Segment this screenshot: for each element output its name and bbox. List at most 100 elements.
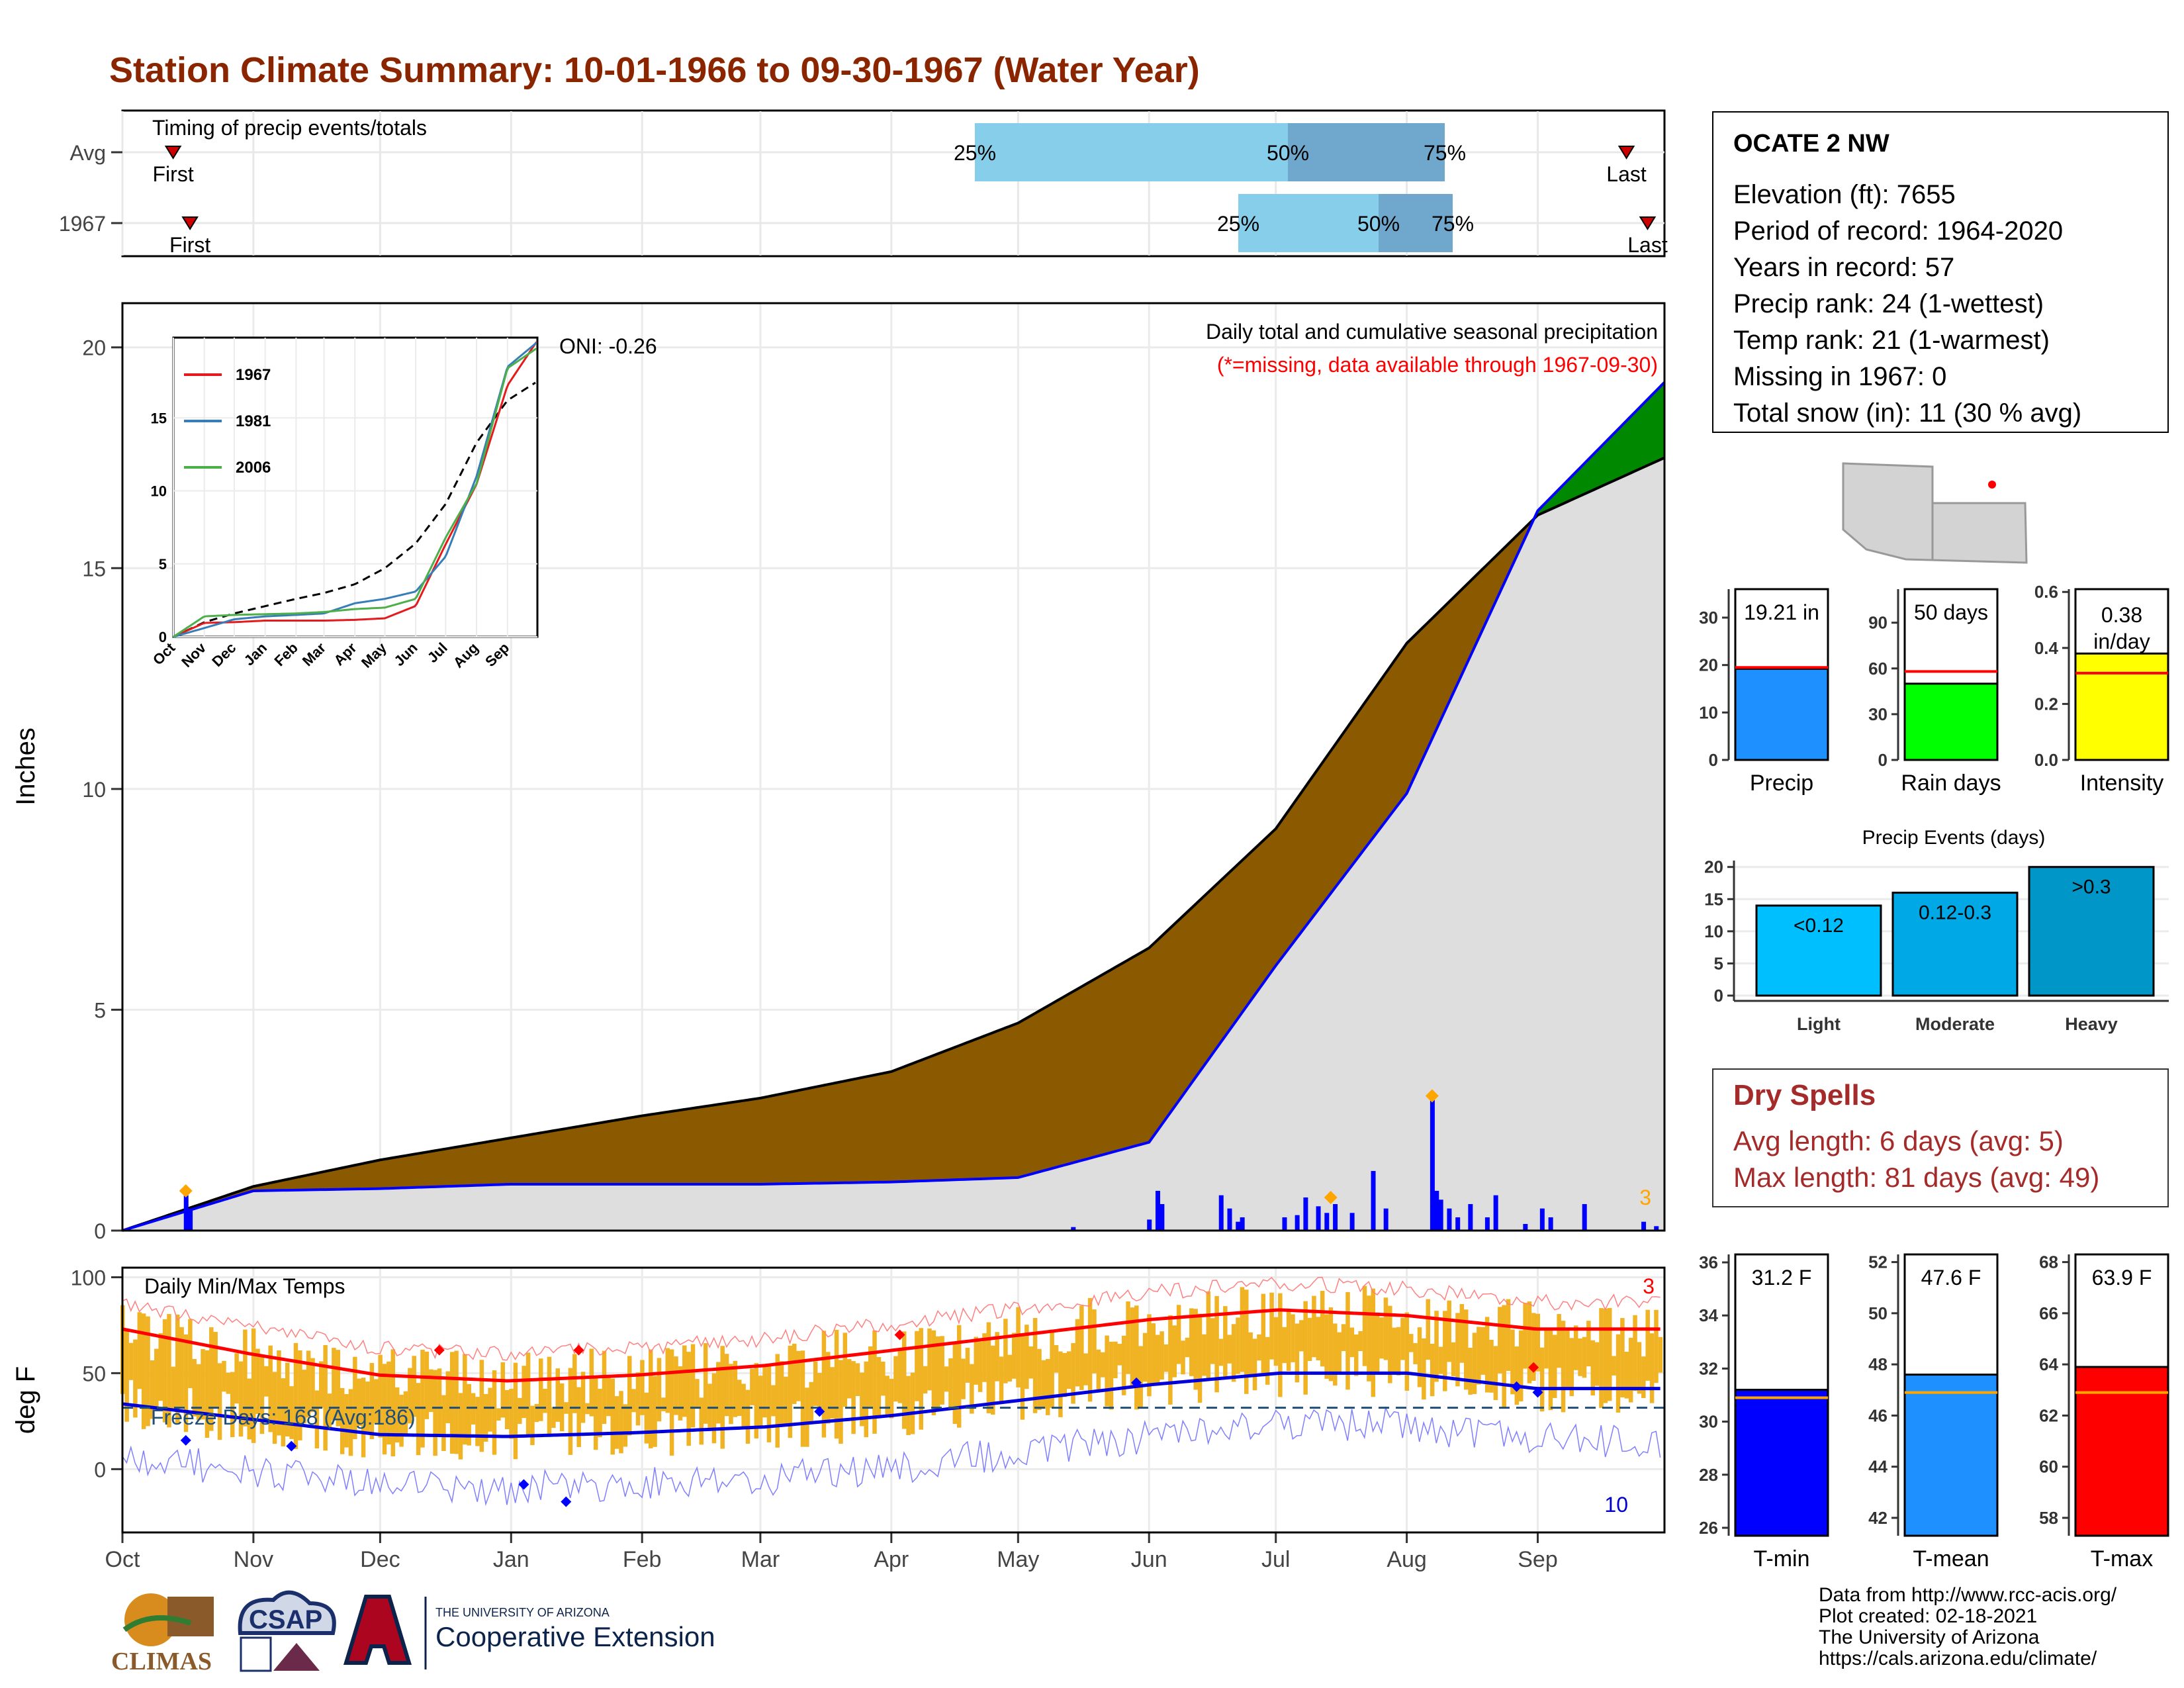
record-max-marker	[573, 1344, 584, 1356]
daily-temp-bar	[1295, 1323, 1300, 1383]
daily-temp-bar	[272, 1372, 277, 1444]
page-title: Station Climate Summary: 10-01-1966 to 0…	[109, 50, 1200, 90]
deficit-area	[726, 1102, 731, 1185]
station-location-dot	[1988, 481, 1996, 489]
daily-temp-bar	[796, 1350, 801, 1401]
daily-temp-bar	[289, 1386, 294, 1439]
daily-temp-bar	[961, 1358, 966, 1399]
daily-temp-bar	[1202, 1334, 1206, 1376]
daily-precip-bar	[1468, 1203, 1473, 1231]
deficit-area	[1115, 964, 1120, 1152]
deficit-area	[1242, 855, 1247, 1014]
daily-temp-bar	[217, 1363, 222, 1440]
daily-temp-bar	[690, 1344, 696, 1428]
daily-temp-bar	[420, 1349, 425, 1448]
daily-temp-bar	[314, 1390, 320, 1449]
daily-temp-bar	[1075, 1319, 1080, 1387]
deficit-area	[1414, 630, 1420, 776]
daily-temp-bar	[504, 1389, 510, 1430]
precip-ytick-label: 0	[94, 1219, 106, 1243]
timing-bar-q50-q75	[1288, 123, 1445, 181]
dry-spells-row: Avg length: 6 days (avg: 5)	[1733, 1125, 2064, 1156]
daily-temp-bar	[1345, 1291, 1350, 1390]
daily-temp-bar	[1333, 1323, 1338, 1386]
deficit-area	[1275, 821, 1281, 967]
summary-value-label: 47.6 F	[1921, 1266, 1981, 1289]
summary-bar	[1734, 1388, 1829, 1537]
daily-precip-bar	[1539, 1208, 1545, 1231]
deficit-area	[1233, 863, 1238, 1026]
daily-temp-bar	[657, 1358, 662, 1422]
daily-temp-bar	[1109, 1341, 1114, 1410]
precip-ytick-label: 5	[94, 998, 106, 1022]
deficit-area	[730, 1102, 736, 1185]
daily-temp-bar	[454, 1350, 459, 1454]
timing-panel: Timing of precip events/totals Avg 25% 50% 7…	[59, 109, 1668, 258]
deficit-area	[316, 1172, 322, 1190]
daily-temp-bar	[268, 1345, 273, 1432]
deficit-area	[654, 1113, 660, 1185]
daily-temp-bar	[1328, 1307, 1334, 1382]
surplus-area	[1643, 399, 1648, 468]
max-precip-marker	[1324, 1190, 1338, 1204]
daily-temp-bar	[213, 1332, 218, 1409]
daily-temp-bar	[1087, 1297, 1093, 1402]
daily-temp-bar	[915, 1331, 919, 1401]
deficit-area	[776, 1093, 782, 1185]
daily-temp-bar	[669, 1349, 674, 1456]
deficit-area	[1030, 1012, 1036, 1175]
summary-ytick-label: 20	[1699, 655, 1718, 675]
daily-temp-bar	[344, 1393, 349, 1448]
inset-series-line	[173, 348, 537, 638]
daily-temp-bar	[471, 1393, 476, 1425]
summary-ytick-label: 0.0	[2034, 750, 2058, 770]
daily-temp-bar	[1430, 1343, 1435, 1397]
deficit-area	[1254, 843, 1259, 996]
location-map	[1842, 462, 2036, 565]
daily-temp-bar	[201, 1348, 205, 1420]
deficit-area	[1435, 609, 1441, 730]
deficit-area	[772, 1094, 778, 1185]
summary-bar-label: Rain days	[1901, 771, 2001, 796]
daily-temp-bar	[1375, 1314, 1380, 1372]
daily-temp-bar	[1367, 1295, 1371, 1382]
record-max-marker	[1528, 1362, 1539, 1373]
summary-value-label: 0.38	[2101, 603, 2142, 627]
daily-temp-bar	[564, 1402, 569, 1414]
daily-temp-bar	[1273, 1317, 1279, 1366]
summary-bar	[1903, 1374, 1999, 1537]
deficit-area	[1389, 660, 1394, 817]
daily-temp-bar	[965, 1348, 970, 1383]
month-label: Apr	[874, 1547, 909, 1572]
daily-precip-bar	[1654, 1226, 1659, 1231]
deficit-area	[1038, 1008, 1044, 1172]
daily-precip-bar	[1236, 1221, 1241, 1231]
daily-temp-bar	[1261, 1293, 1266, 1377]
daily-temp-bar	[1472, 1333, 1477, 1394]
deficit-area	[1453, 592, 1458, 694]
daily-temp-bar	[1493, 1346, 1498, 1401]
first-event-label: First	[169, 233, 210, 257]
station-row: Elevation (ft): 7655	[1733, 180, 1956, 209]
daily-temp-bar	[1633, 1315, 1637, 1391]
deficit-area	[713, 1103, 719, 1185]
deficit-area	[443, 1148, 449, 1187]
deficit-area	[582, 1124, 588, 1185]
deficit-area	[515, 1136, 520, 1185]
daily-temp-bar	[1096, 1349, 1101, 1391]
deficit-area	[371, 1160, 377, 1190]
daily-temp-bar	[593, 1376, 598, 1450]
summary-ytick-label: 30	[1699, 1412, 1718, 1432]
deficit-area	[354, 1164, 359, 1190]
deficit-area	[345, 1165, 351, 1190]
daily-temp-bar	[154, 1348, 159, 1407]
first-event-marker	[164, 146, 182, 160]
summary-ytick-label: 30	[1868, 704, 1888, 724]
daily-temp-bar	[306, 1350, 311, 1418]
deficit-area	[418, 1152, 423, 1188]
summary-ytick-label: 90	[1868, 613, 1888, 633]
daily-temp-bar	[416, 1383, 421, 1456]
deficit-area	[760, 1096, 765, 1185]
deficit-area	[392, 1156, 398, 1189]
deficit-area	[485, 1141, 490, 1186]
